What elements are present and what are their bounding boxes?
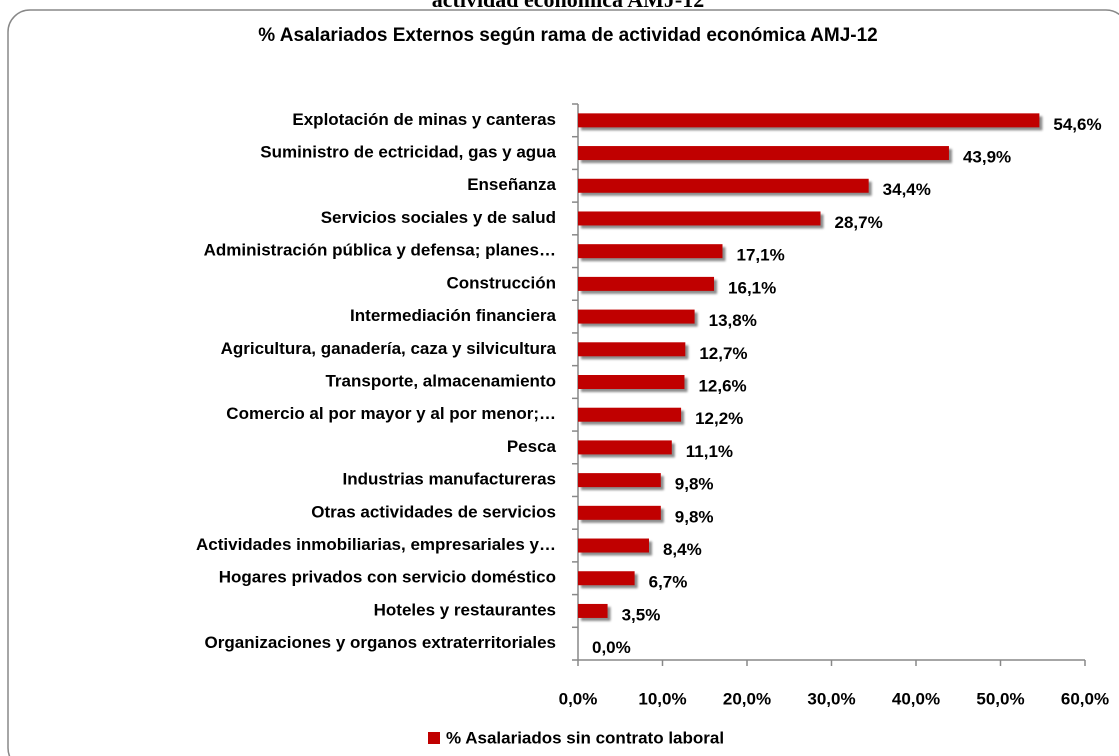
bar bbox=[578, 178, 869, 193]
value-label: 9,8% bbox=[675, 507, 714, 526]
y-tick-label: Intermediación financiera bbox=[350, 306, 556, 325]
y-tick-label: Actividades inmobiliarias, empresariales… bbox=[196, 535, 556, 554]
y-tick-label: Suministro de ectricidad, gas y agua bbox=[260, 143, 556, 162]
value-label: 6,7% bbox=[649, 573, 688, 592]
bar bbox=[578, 309, 695, 324]
legend-swatch bbox=[428, 732, 440, 744]
y-tick-label: Administración pública y defensa; planes… bbox=[204, 241, 556, 260]
x-tick-label: 50,0% bbox=[976, 689, 1024, 708]
y-tick-label: Transporte, almacenamiento bbox=[325, 371, 556, 390]
x-tick-label: 0,0% bbox=[559, 689, 598, 708]
bar bbox=[578, 407, 682, 422]
chart-title: % Asalariados Externos según rama de act… bbox=[258, 25, 878, 46]
bar bbox=[578, 244, 723, 259]
value-label: 8,4% bbox=[663, 540, 702, 559]
bar bbox=[578, 113, 1040, 128]
bar bbox=[578, 538, 649, 553]
value-label: 43,9% bbox=[963, 148, 1011, 167]
bar bbox=[578, 603, 608, 618]
chart-frame bbox=[7, 9, 1119, 756]
value-label: 12,2% bbox=[695, 409, 743, 428]
value-label: 13,8% bbox=[709, 311, 757, 330]
y-tick-label: Comercio al por mayor y al por menor;… bbox=[226, 404, 556, 423]
value-label: 16,1% bbox=[728, 278, 776, 297]
bar bbox=[578, 211, 821, 226]
y-tick-label: Explotación de minas y canteras bbox=[292, 110, 556, 129]
y-tick-label: Agricultura, ganadería, caza y silvicult… bbox=[221, 339, 557, 358]
value-label: 9,8% bbox=[675, 475, 714, 494]
x-tick-label: 40,0% bbox=[892, 689, 940, 708]
bar bbox=[578, 342, 686, 357]
y-tick-label: Hoteles y restaurantes bbox=[374, 600, 556, 619]
value-label: 12,7% bbox=[699, 344, 747, 363]
x-tick-label: 60,0% bbox=[1061, 689, 1109, 708]
y-tick-label: Servicios sociales y de salud bbox=[321, 208, 556, 227]
bar bbox=[578, 505, 661, 520]
value-label: 34,4% bbox=[883, 180, 931, 199]
x-tick-label: 10,0% bbox=[638, 689, 686, 708]
x-tick-label: 20,0% bbox=[723, 689, 771, 708]
value-label: 11,1% bbox=[686, 442, 733, 461]
value-label: 12,6% bbox=[698, 376, 746, 395]
bar bbox=[578, 276, 715, 291]
bar bbox=[578, 440, 672, 455]
y-tick-label: Enseñanza bbox=[467, 175, 556, 194]
value-label: 3,5% bbox=[622, 605, 661, 624]
value-label: 0,0% bbox=[592, 638, 631, 657]
value-label: 28,7% bbox=[835, 213, 883, 232]
bar bbox=[578, 375, 685, 389]
value-label: 54,6% bbox=[1053, 115, 1101, 134]
y-tick-label: Hogares privados con servicio doméstico bbox=[219, 568, 556, 587]
bar bbox=[578, 473, 661, 488]
y-tick-label: Organizaciones y organos extraterritoria… bbox=[205, 633, 556, 652]
y-tick-label: Pesca bbox=[507, 437, 557, 456]
x-tick-label: 30,0% bbox=[807, 689, 855, 708]
bar bbox=[578, 571, 635, 586]
value-label: 17,1% bbox=[736, 246, 784, 265]
legend-label: % Asalariados sin contrato laboral bbox=[446, 728, 724, 747]
bar bbox=[578, 146, 949, 161]
y-tick-label: Industrias manufactureras bbox=[342, 470, 556, 489]
y-tick-label: Construcción bbox=[446, 273, 556, 292]
y-tick-label: Otras actividades de servicios bbox=[311, 502, 556, 521]
cropped-heading: actividad económica AMJ-12 bbox=[432, 0, 705, 12]
